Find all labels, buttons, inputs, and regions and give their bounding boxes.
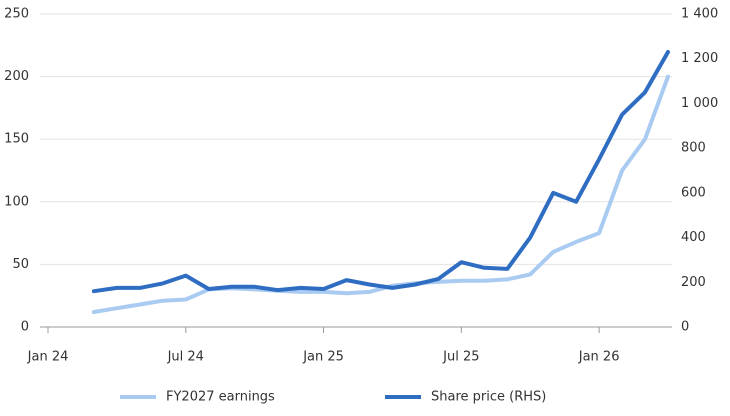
series-line	[91, 74, 670, 314]
x-tick-label: Jan 25	[302, 350, 344, 365]
legend-label: FY2027 earnings	[166, 390, 275, 405]
series-line	[91, 50, 670, 294]
y2-tick-label: 1 400	[681, 7, 718, 22]
y-tick-label: 100	[4, 194, 29, 209]
y2-tick-label: 1 000	[681, 96, 718, 111]
y-tick-label: 200	[4, 69, 29, 84]
legend-label: Share price (RHS)	[431, 390, 546, 405]
y-tick-label: 250	[4, 7, 29, 22]
y2-tick-label: 200	[681, 275, 706, 290]
y-tick-label: 150	[4, 132, 29, 147]
y2-tick-label: 400	[681, 230, 706, 245]
y2-tick-label: 1 200	[681, 51, 718, 66]
x-tick-label: Jan 26	[578, 350, 620, 365]
y2-tick-label: 800	[681, 141, 706, 156]
y-tick-label: 50	[12, 257, 29, 272]
x-tick-label: Jul 25	[442, 350, 479, 365]
x-tick-label: Jan 24	[27, 350, 69, 365]
y-tick-label: 0	[21, 320, 29, 335]
y2-tick-label: 0	[681, 320, 689, 335]
y2-tick-label: 600	[681, 185, 706, 200]
x-tick-label: Jul 24	[167, 350, 204, 365]
